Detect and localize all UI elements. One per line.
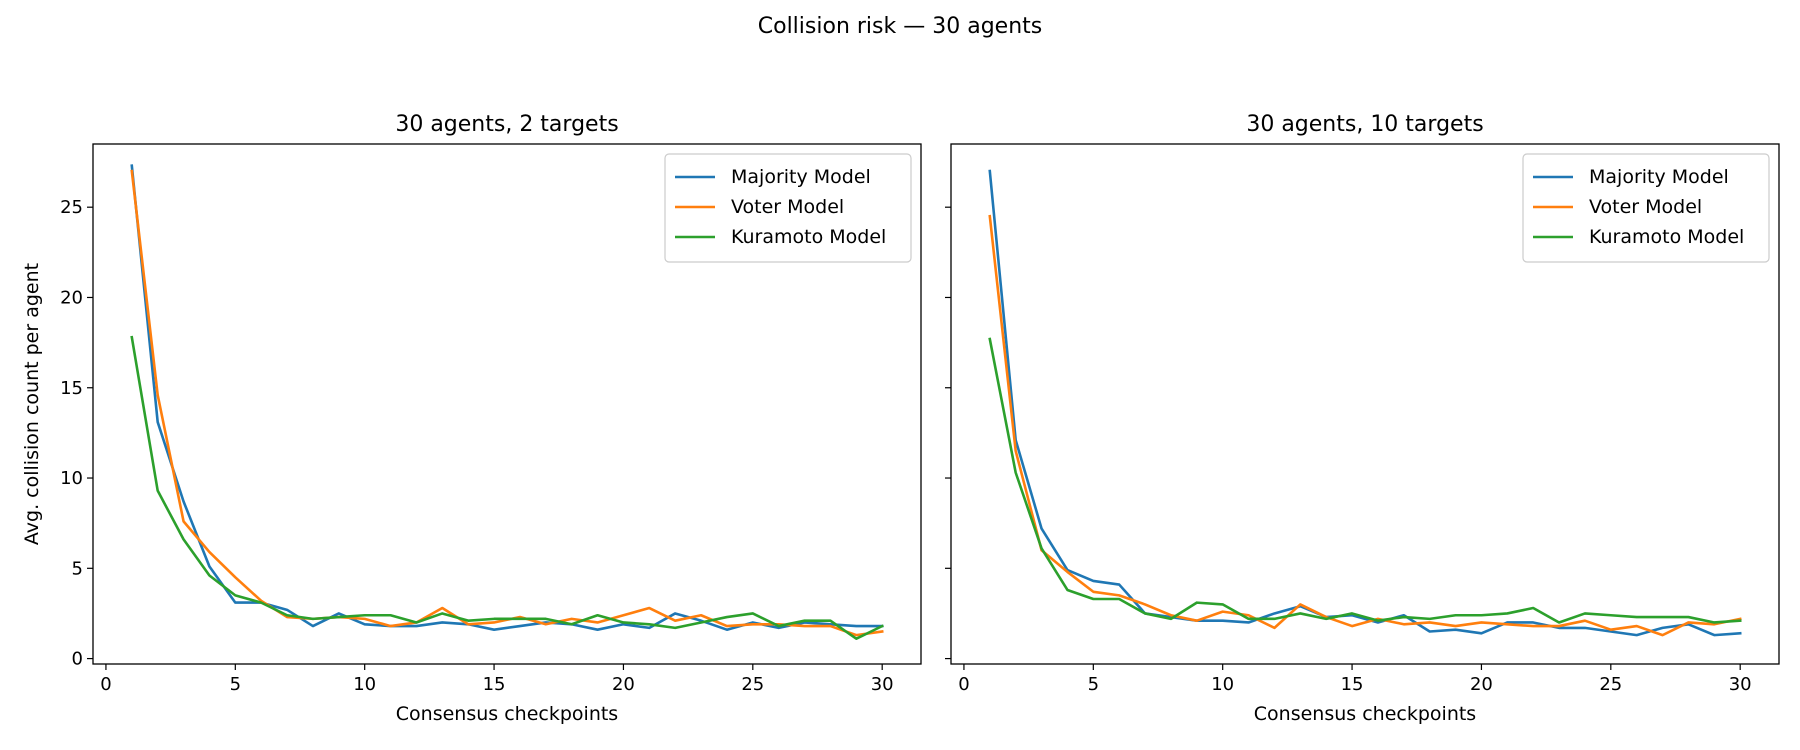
legend-box <box>664 153 912 263</box>
y-tick-label: 10 <box>60 468 83 489</box>
series-line-kuramoto-model <box>130 335 884 641</box>
legend: Majority Model Voter Model Kuramoto Model <box>1522 153 1770 263</box>
x-axis-label: Consensus checkpoints <box>396 703 618 725</box>
y-tick-label: 20 <box>60 287 83 308</box>
legend-label-kuramoto-model: Kuramoto Model <box>1589 226 1744 248</box>
figure-title: Collision risk — 30 agents <box>758 14 1042 39</box>
x-tick-label: 30 <box>1729 674 1752 695</box>
x-axis-label: Consensus checkpoints <box>1254 703 1476 725</box>
x-tick-label: 20 <box>612 674 635 695</box>
axes-frame <box>92 143 922 665</box>
y-tick-label: 5 <box>72 558 83 579</box>
legend-label-voter-model: Voter Model <box>731 196 844 218</box>
legend-label-kuramoto-model: Kuramoto Model <box>731 226 886 248</box>
x-tick-label: 10 <box>1211 674 1234 695</box>
y-tick-label: 0 <box>72 649 83 670</box>
y-axis-label: Avg. collision count per agent <box>21 263 43 545</box>
x-tick-label: 0 <box>958 674 969 695</box>
y-tick-label: 15 <box>60 378 83 399</box>
series-line-majority-model <box>988 169 1742 637</box>
x-tick-label: 25 <box>1599 674 1622 695</box>
series-line-voter-model <box>988 214 1742 637</box>
legend-box <box>1522 153 1770 263</box>
x-tick-label: 15 <box>1341 674 1364 695</box>
x-tick-label: 20 <box>1470 674 1493 695</box>
chart-panel-1: 30 agents, 2 targets 0 5 10 15 20 25 30 0 5 10 15 20… <box>21 112 922 725</box>
legend: Majority Model Voter Model Kuramoto Model <box>664 153 912 263</box>
x-tick-label: 5 <box>230 674 241 695</box>
x-tick-label: 0 <box>100 674 111 695</box>
legend-label-voter-model: Voter Model <box>1589 196 1702 218</box>
legend-label-majority-model: Majority Model <box>1589 166 1729 188</box>
x-tick-label: 30 <box>871 674 894 695</box>
y-tick-label: 25 <box>60 197 83 218</box>
x-tick-label: 10 <box>353 674 376 695</box>
legend-label-majority-model: Majority Model <box>731 166 871 188</box>
x-tick-label: 15 <box>483 674 506 695</box>
chart-panel-2: 30 agents, 10 targets 0 5 10 15 20 25 30 Consens… <box>945 112 1780 725</box>
panel-title: 30 agents, 2 targets <box>395 112 618 137</box>
axes-frame <box>950 143 1780 665</box>
panel-title: 30 agents, 10 targets <box>1246 112 1483 137</box>
series-line-kuramoto-model <box>988 337 1742 624</box>
x-tick-label: 5 <box>1088 674 1099 695</box>
x-tick-label: 25 <box>741 674 764 695</box>
